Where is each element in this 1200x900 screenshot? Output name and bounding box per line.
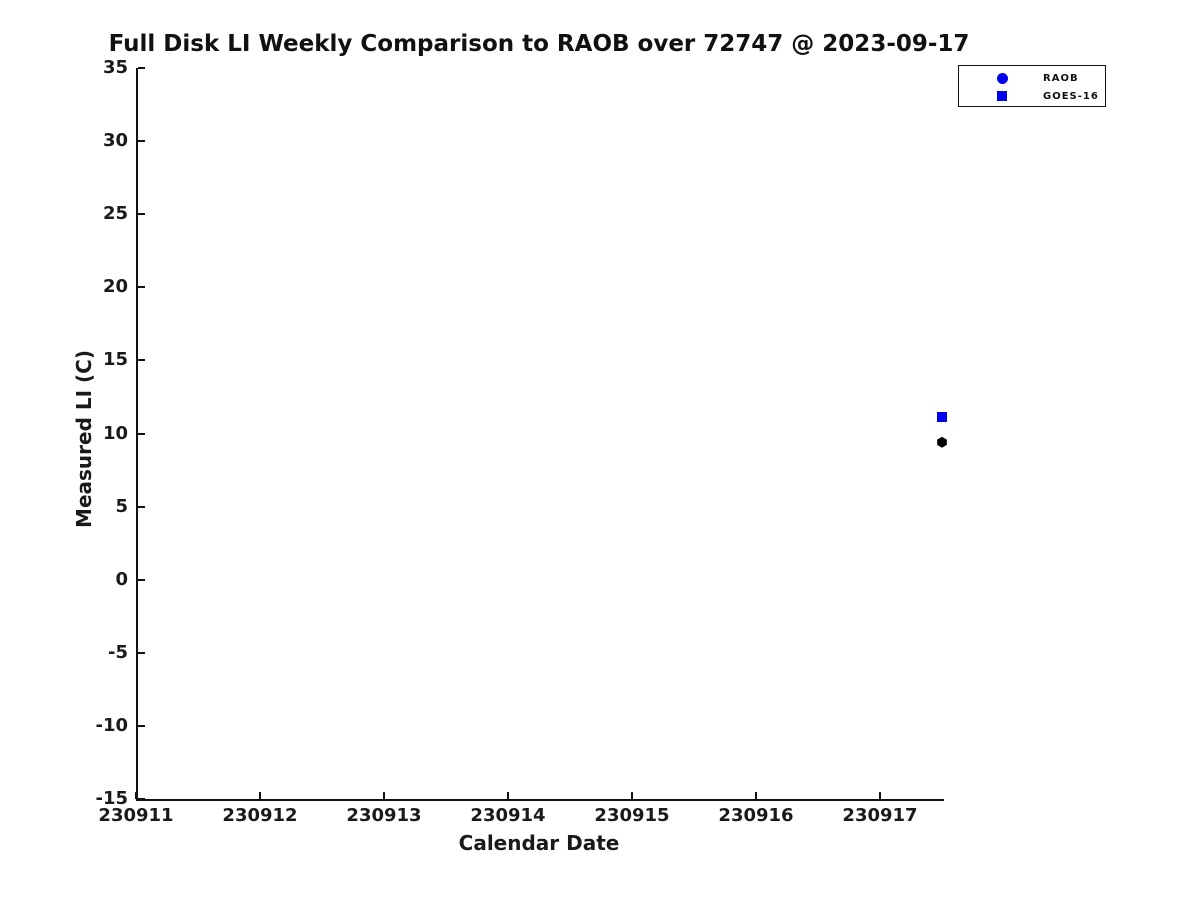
legend-item-goes-16: GOES-16: [959, 88, 1105, 105]
data-point-raob: [937, 436, 947, 448]
y-tick-mark: [138, 286, 145, 289]
legend-label: RAOB: [1043, 73, 1079, 84]
x-tick-label: 230911: [98, 805, 174, 826]
x-tick-mark: [879, 792, 881, 799]
y-tick-mark: [138, 67, 145, 69]
y-tick-label: -5: [108, 641, 128, 663]
y-tick-mark: [138, 798, 145, 800]
y-tick-label: 15: [102, 349, 128, 371]
y-tick-mark: [138, 432, 145, 435]
x-tick-mark: [135, 792, 137, 799]
y-tick-mark: [138, 505, 145, 508]
goes-16-marker-icon: [997, 91, 1007, 101]
x-tick-mark: [259, 792, 261, 799]
x-tick-mark: [631, 792, 633, 799]
y-tick-mark: [138, 724, 145, 727]
plot-area: [136, 68, 944, 801]
x-tick-label: 230912: [222, 805, 298, 826]
y-tick-label: 5: [115, 495, 128, 517]
y-tick-mark: [138, 651, 145, 654]
x-tick-mark: [507, 792, 509, 799]
chart-title: Full Disk LI Weekly Comparison to RAOB o…: [108, 31, 970, 57]
y-tick-mark: [138, 359, 145, 362]
y-tick-label: 0: [115, 568, 128, 590]
legend-label: GOES-16: [1043, 90, 1099, 102]
data-point-goes-16: [937, 412, 947, 423]
y-tick-mark: [138, 578, 145, 581]
y-tick-label: 20: [102, 276, 128, 298]
y-axis-label: Measured LI (C): [72, 350, 96, 528]
x-tick-label: 230913: [346, 805, 422, 826]
y-tick-label: 30: [102, 130, 128, 152]
y-tick-label: 25: [102, 203, 128, 225]
x-tick-mark: [383, 792, 385, 799]
raob-marker-icon: [997, 73, 1008, 84]
x-axis-label: Calendar Date: [458, 831, 620, 855]
x-tick-label: 230915: [594, 805, 670, 826]
x-tick-mark: [755, 792, 757, 799]
y-tick-label: -10: [95, 714, 128, 736]
y-tick-label: -15: [95, 788, 128, 809]
y-tick-label: 10: [102, 422, 128, 444]
legend-item-raob: RAOB: [959, 70, 1105, 87]
x-tick-label: 230916: [718, 805, 794, 826]
y-tick-mark: [138, 213, 145, 216]
y-tick-label: 35: [102, 57, 128, 78]
y-tick-mark: [138, 140, 145, 143]
legend: RAOB GOES-16: [958, 65, 1106, 107]
x-tick-label: 230914: [470, 805, 546, 826]
x-tick-label: 230917: [842, 805, 918, 826]
